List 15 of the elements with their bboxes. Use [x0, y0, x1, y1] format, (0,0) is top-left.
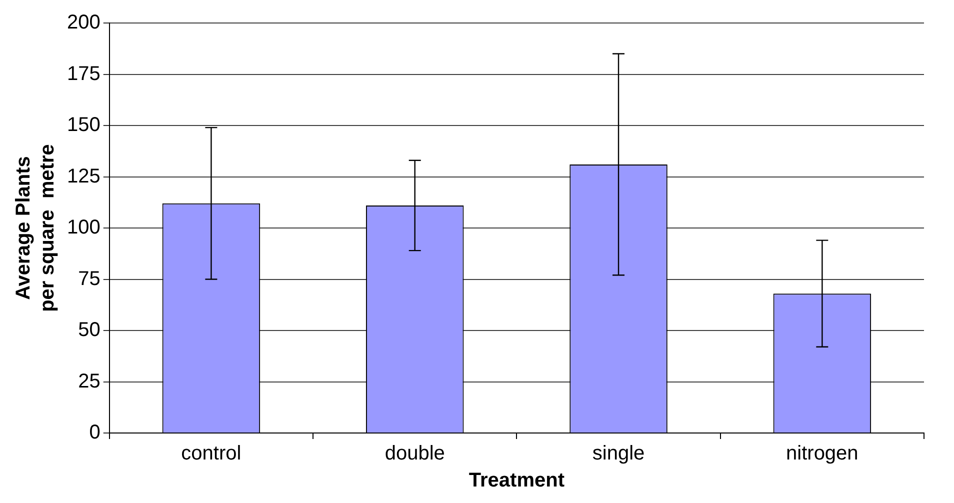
x-tick-label: control [181, 442, 242, 465]
y-tick-label: 25 [78, 370, 100, 392]
x-tick-label: single [592, 442, 645, 465]
y-tick-label: 50 [78, 319, 100, 342]
x-tick-label: double [384, 442, 445, 465]
y-tick-label: 0 [89, 422, 100, 444]
y-tick-label: 200 [66, 12, 100, 34]
y-tick-label: 175 [66, 62, 100, 85]
x-axis-title: Treatment [468, 470, 565, 492]
y-tick-label: 75 [78, 268, 100, 290]
y-tick-label: 150 [66, 114, 100, 136]
y-tick-label: 125 [66, 165, 100, 188]
y-axis-title: Average Plants per square metre [12, 144, 59, 312]
y-tick-label: 100 [66, 216, 100, 239]
x-tick-label: nitrogen [786, 442, 858, 465]
